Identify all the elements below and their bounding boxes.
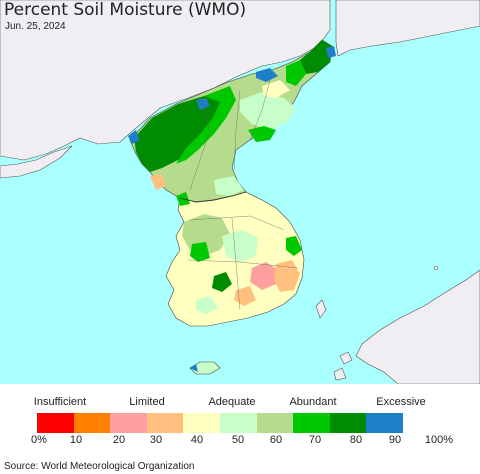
sk-green-east (286, 236, 302, 256)
nk-light-green-interior (240, 92, 296, 130)
legend-swatch (73, 413, 111, 433)
sk-dark-green-southwest (212, 272, 232, 292)
legend-swatch (219, 413, 257, 433)
source-credit: Source: World Meteorological Organizatio… (4, 461, 195, 472)
legend-tick: 50 (231, 434, 245, 446)
sk-light-green-central (222, 230, 258, 262)
nk-dark-green-west (134, 96, 222, 172)
nk-blue-north (256, 68, 278, 82)
legend-swatch (293, 413, 330, 433)
nk-dark-green-northeast (300, 40, 332, 74)
nk-blue-tumen (326, 46, 336, 58)
province-lines (187, 79, 299, 311)
sk-orange-southeast (274, 260, 300, 292)
sk-green-southwest (190, 242, 210, 262)
legend-color-bar (37, 413, 403, 433)
nk-green-northeast (286, 60, 306, 86)
ulleungdo (433, 265, 439, 271)
legend-tick: 60 (269, 434, 283, 446)
legend-category-limited: Limited (129, 396, 165, 408)
legend-swatch (366, 413, 403, 433)
legend-tick: 30 (149, 434, 163, 446)
nk-blue-yalu (128, 130, 140, 144)
legend-swatch (183, 413, 220, 433)
legend-swatch (329, 413, 367, 433)
tsushima (315, 299, 327, 319)
legend-swatch (146, 413, 184, 433)
legend-tick: 90 (388, 434, 402, 446)
dmz-border (179, 191, 247, 203)
legend-category-insufficient: Insufficient (33, 396, 87, 408)
legend-category-excessive: Excessive (376, 396, 426, 408)
russia-coast (335, 0, 480, 57)
legend-tick: 80 (349, 434, 363, 446)
legend-tick: 20 (112, 434, 126, 446)
nk-orange-southwest (150, 174, 166, 190)
legend-tick: 0% (31, 434, 47, 446)
japan-islets (333, 351, 353, 381)
legend-tick: 70 (308, 434, 322, 446)
legend-tick: 40 (190, 434, 204, 446)
sk-light-green-south (196, 296, 218, 314)
sk-pink-southeast (250, 262, 278, 290)
liaodong-peninsula (0, 145, 73, 179)
map-title: Percent Soil Moisture (WMO) (4, 0, 247, 20)
jeju-blue (190, 364, 198, 372)
nk-blue-west (196, 98, 210, 110)
legend-tick: 100% (424, 434, 454, 446)
legend-category-abundant: Abundant (289, 396, 337, 408)
legend-swatch (110, 413, 147, 433)
legend-swatch (256, 413, 294, 433)
nk-green-east-coast (248, 126, 276, 142)
legend-tick: 10 (69, 434, 83, 446)
nk-green-ring (176, 86, 236, 164)
legend-category-adequate: Adequate (208, 396, 256, 408)
japan-landmass (355, 269, 480, 385)
legend-swatch (37, 413, 74, 433)
sk-orange-south (234, 286, 256, 306)
nk-light-green-south (214, 176, 244, 196)
map-date: Jun. 25, 2024 (5, 21, 66, 32)
